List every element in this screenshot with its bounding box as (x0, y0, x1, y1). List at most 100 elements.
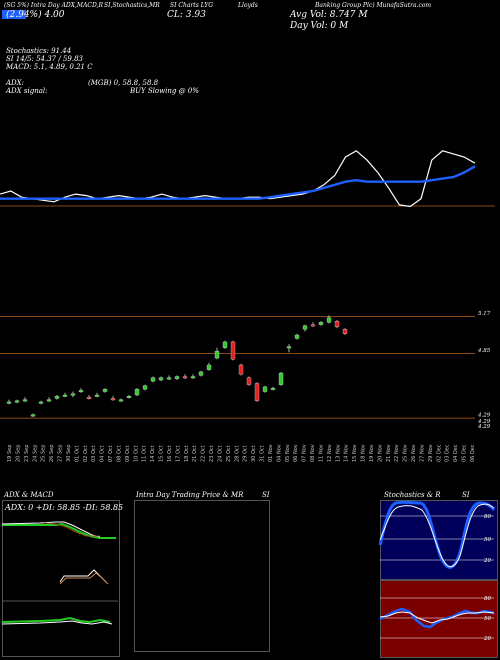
x-tick-label: 31 Oct (260, 445, 266, 462)
intraday-panel-title-2: SI (262, 491, 270, 499)
stat-si: SI 14/5: 54.37 / 59.83 (6, 55, 83, 63)
x-tick-label: 20 Nov (377, 444, 383, 462)
x-tick-label: 08 Nov (310, 444, 316, 462)
price-box (2, 10, 26, 19)
price-levels: 5.174.854.294.294.29 (0, 311, 491, 430)
candle-up (118, 399, 124, 402)
x-tick-label: 04 Dec (453, 444, 459, 462)
x-tick-label: 24 Sep (32, 445, 38, 462)
x-tick-label: 22 Oct (201, 445, 207, 462)
stat-macd: MACD: 5.1, 4.89, 0.21 C (6, 63, 93, 71)
candle-down (246, 377, 252, 385)
candle-up (278, 372, 284, 385)
x-tick-label: 19 Sep (7, 445, 13, 462)
candle-up (222, 341, 228, 348)
x-tick-label: 11 Oct (142, 445, 148, 462)
candle-up (62, 394, 68, 397)
x-tick-label: 02 Dec (436, 444, 442, 462)
candle-down (238, 364, 244, 375)
candle-up (190, 376, 196, 379)
candle-down (110, 398, 116, 401)
stat-adx-vals: (MGB) 0, 58.8, 58.8 (88, 79, 159, 87)
x-tick-label: 08 Oct (116, 445, 122, 462)
x-tick-label: 18 Nov (361, 444, 367, 462)
x-tick-label: 30 Sep (66, 445, 72, 462)
price-level-label: 4.29 (477, 413, 491, 419)
candle-up (150, 377, 156, 382)
x-tick-label: 21 Oct (192, 445, 198, 462)
candle-down (310, 324, 316, 327)
stat-adx: ADX: (6, 79, 25, 87)
candle-up (126, 396, 132, 398)
candle-down (230, 341, 236, 360)
x-tick-label: 22 Nov (394, 444, 400, 462)
candle-up (70, 393, 76, 396)
x-tick-label: 26 Nov (411, 444, 417, 462)
avg-volume: Avg Vol: 8.747 M (290, 10, 368, 20)
rsi-panel (380, 580, 498, 658)
x-tick-label: 10 Oct (133, 445, 139, 462)
x-tick-label: 29 Oct (243, 445, 249, 462)
adx-panel-label: ADX: 0 +DI: 58.85 -DI: 58.85 (5, 503, 124, 512)
stat-stochastics: Stochastics: 91.44 (6, 47, 72, 55)
x-tick-label: 03 Oct (91, 445, 97, 462)
header-line1-right2: Banking Group Plc) MunafaSutra.com (315, 2, 432, 9)
candle-up (270, 387, 276, 390)
x-tick-label: 05 Nov (285, 444, 291, 462)
x-tick-label: 03 Dec (445, 444, 451, 462)
x-tick-label: 12 Nov (327, 444, 333, 462)
candle-up (14, 400, 20, 403)
price-level-label: 4.29 (477, 419, 491, 425)
x-tick-label: 29 Nov (428, 444, 434, 462)
x-tick-label: 07 Oct (108, 445, 114, 462)
candle-up (166, 377, 172, 380)
x-tick-label: 30 Oct (251, 445, 257, 462)
x-tick-label: 19 Nov (369, 444, 375, 462)
day-volume: Day Vol: 0 M (290, 21, 349, 31)
x-tick-label: 01 Oct (74, 445, 80, 462)
x-tick-label: 15 Oct (159, 445, 165, 462)
intraday-panel (134, 500, 270, 652)
x-tick-label: 11 Nov (319, 444, 325, 462)
x-tick-label: 06 Dec (470, 444, 476, 462)
x-tick-label: 27 Sep (58, 445, 64, 462)
candle-up (206, 364, 212, 370)
x-tick-label: 25 Nov (403, 444, 409, 462)
main-chart: 5.174.854.294.294.29 19 Sep 20 Sep 23 Sep 2… (0, 150, 495, 462)
candle-up (30, 414, 36, 417)
x-tick-label: 14 Nov (344, 444, 350, 462)
candle-down (334, 321, 340, 328)
candles (6, 315, 348, 417)
x-axis-ticks: 19 Sep 20 Sep 23 Sep 24 Sep 25 Sep 26 Sep 27 S… (7, 444, 476, 462)
candle-up (6, 401, 12, 404)
x-tick-label: 20 Sep (15, 445, 21, 462)
stat-adx-signal-val: BUY Slowing @ 0% (130, 87, 199, 95)
candle-up (142, 385, 148, 390)
stoch-panel-title: Stochastics & R (384, 491, 441, 499)
candle-down (254, 383, 260, 401)
candle-up (174, 376, 180, 379)
candle-up (54, 396, 60, 399)
x-tick-label: 05 Dec (462, 444, 468, 462)
intraday-panel-title: Intra Day Trading Price & MR (136, 491, 244, 499)
candle-up (326, 317, 332, 323)
price-line: (2.94%) 4.00 (6, 10, 65, 20)
candle-up (262, 386, 268, 392)
candle-up (198, 371, 204, 376)
x-tick-label: 09 Oct (125, 445, 131, 462)
stoch-panel-title-2: SI (462, 491, 470, 499)
candle-up (214, 351, 220, 359)
x-tick-label: 04 Nov (276, 444, 282, 462)
candle-up (286, 346, 292, 349)
x-tick-label: 06 Nov (293, 444, 299, 462)
stochastics-panel (380, 500, 498, 580)
x-tick-label: 23 Oct (209, 445, 215, 462)
x-tick-label: 16 Oct (167, 445, 173, 462)
x-tick-label: 27 Nov (420, 444, 426, 462)
close-value: CL: 3.93 (167, 10, 206, 20)
x-tick-label: 07 Nov (302, 444, 308, 462)
price-level-label: 5.17 (478, 311, 491, 317)
candle-up (134, 389, 140, 396)
header-line1-left: (SG 5%) Intra Day ADX,MACD,R (4, 2, 104, 9)
x-tick-label: 26 Sep (49, 445, 55, 462)
